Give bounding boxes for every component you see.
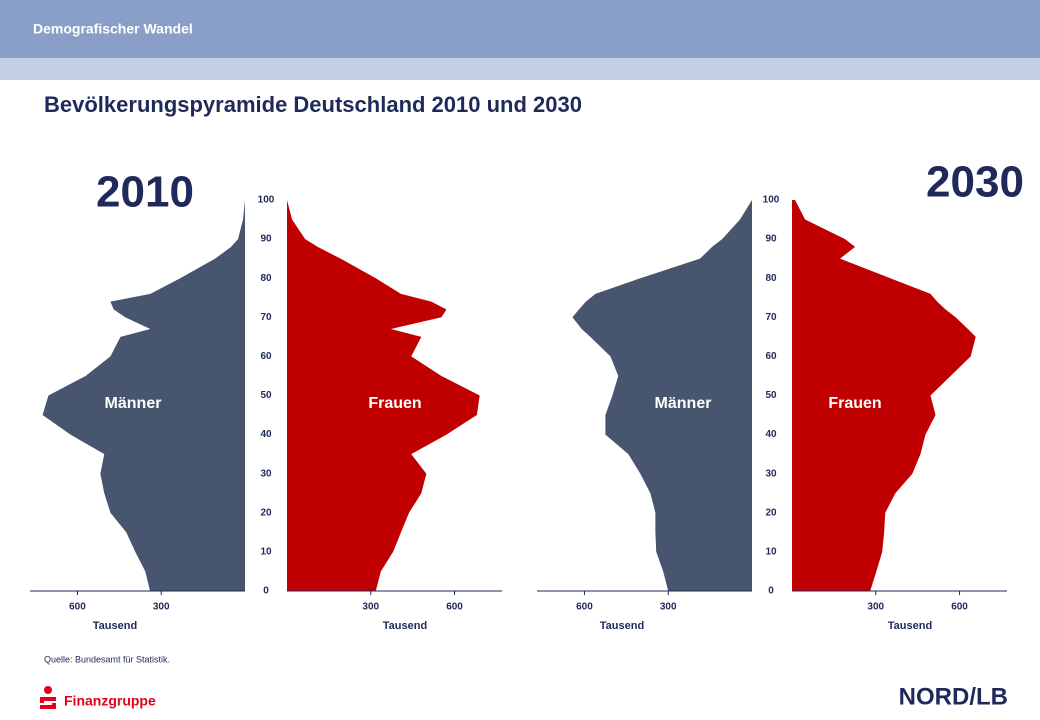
x-tick-label: 600: [446, 602, 463, 613]
logo-dot: [44, 686, 52, 694]
x-axis-label: Tausend: [93, 620, 137, 632]
y-tick-label: 50: [765, 390, 777, 401]
logo-left: [40, 686, 56, 709]
y-tick-label: 10: [260, 547, 272, 558]
y-tick-label: 20: [765, 507, 777, 518]
logo-s: [40, 697, 56, 709]
y-tick-label: 60: [260, 351, 272, 362]
y-tick-label: 100: [763, 195, 780, 206]
y-tick-label: 80: [765, 273, 777, 284]
x-tick-label: 600: [951, 602, 968, 613]
y-tick-label: 100: [258, 195, 275, 206]
y-tick-label: 80: [260, 273, 272, 284]
y-tick-label: 40: [260, 429, 272, 440]
header-strip: [0, 58, 1040, 80]
y-tick-label: 10: [765, 547, 777, 558]
series-label: Männer: [655, 395, 712, 412]
population-area: [42, 200, 245, 591]
x-axis-label: Tausend: [600, 620, 644, 632]
source: Quelle: Bundesamt für Statistik.: [44, 654, 170, 664]
series-label: Frauen: [828, 395, 881, 412]
year-label: 2030: [926, 158, 1024, 207]
logo-left-text: Finanzgruppe: [64, 693, 156, 709]
y-tick-label: 0: [768, 586, 774, 597]
population-area: [572, 200, 752, 591]
y-tick-label: 90: [765, 234, 777, 245]
header: Demografischer Wandel: [33, 21, 193, 37]
y-tick-label: 40: [765, 429, 777, 440]
x-tick-label: 300: [362, 602, 379, 613]
x-axis-label: Tausend: [383, 620, 427, 632]
population-area: [287, 200, 480, 591]
x-tick-label: 300: [867, 602, 884, 613]
y-tick-label: 50: [260, 390, 272, 401]
title: Bevölkerungspyramide Deutschland 2010 un…: [44, 92, 582, 117]
y-tick-label: 30: [260, 468, 272, 479]
y-tick-label: 70: [765, 312, 777, 323]
series-label: Frauen: [368, 395, 421, 412]
y-tick-label: 0: [263, 586, 269, 597]
population-area: [792, 200, 976, 591]
series-label: Männer: [105, 395, 162, 412]
header-bar: [0, 0, 1040, 58]
year-label: 2010: [96, 168, 194, 217]
x-tick-label: 600: [576, 602, 593, 613]
y-tick-label: 20: [260, 507, 272, 518]
x-tick-label: 600: [69, 602, 86, 613]
y-tick-label: 30: [765, 468, 777, 479]
y-tick-label: 60: [765, 351, 777, 362]
logo-right-text: NORD/LB: [899, 683, 1008, 710]
x-tick-label: 300: [660, 602, 677, 613]
x-tick-label: 300: [153, 602, 170, 613]
x-axis-label: Tausend: [888, 620, 932, 632]
y-tick-label: 70: [260, 312, 272, 323]
y-tick-label: 90: [260, 234, 272, 245]
